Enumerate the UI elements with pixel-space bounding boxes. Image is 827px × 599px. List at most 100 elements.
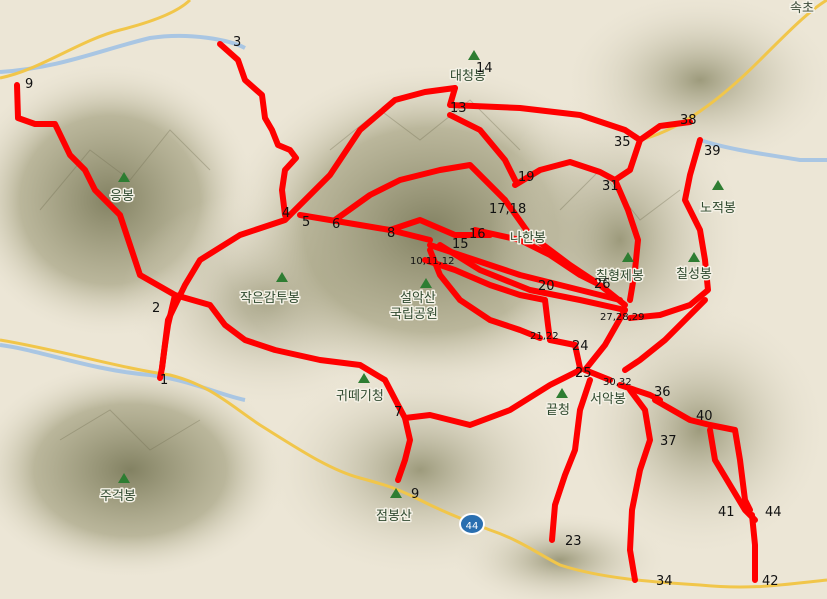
waypoint-40: 40 [696, 409, 713, 424]
route-segment-36-40[interactable] [652, 397, 753, 513]
route-shield-label: 44 [466, 521, 479, 532]
peak-icon-jeombongsan [390, 488, 402, 498]
waypoint-14: 14 [476, 61, 493, 76]
place-nahanbong: 나한봉 [510, 231, 546, 246]
waypoint-9-south: 9 [411, 487, 419, 502]
peak-icon-eungbong [118, 172, 130, 182]
route-segment-7-9[interactable] [395, 415, 413, 483]
route-segment-35-31[interactable] [612, 137, 643, 183]
peak-icon-jugeokbong [118, 473, 130, 483]
waypoint-26: 26 [594, 277, 611, 292]
peak-icon-seoraksan [420, 278, 432, 288]
route-segment-24-25[interactable] [547, 337, 583, 371]
route-segment-31-27[interactable] [612, 177, 641, 303]
waypoint-8: 8 [387, 226, 395, 241]
route-segment-11-20[interactable] [422, 257, 548, 303]
route-segment-30-23[interactable] [549, 377, 593, 543]
place-jakeun-gamtubong: 작은감투봉 [240, 291, 300, 306]
waypoint-39: 39 [704, 144, 721, 159]
waypoint-44: 44 [765, 505, 782, 520]
peak-icon-kkeutcheong [556, 388, 568, 398]
waypoint-41: 41 [718, 505, 735, 520]
peak-icon-chilhyeongjebong [622, 252, 634, 262]
place-gwittegicheong: 귀떼기청 [336, 389, 384, 404]
route-segment-13-38[interactable] [447, 85, 693, 143]
waypoint-30-32: 30,32 [603, 377, 632, 388]
waypoint-25: 25 [575, 366, 592, 381]
waypoint-2: 2 [152, 301, 160, 316]
route-segment-3-4[interactable] [217, 41, 299, 218]
peak-icon-noheokbong [712, 180, 724, 190]
place-kkeutcheong: 끝청 [546, 403, 570, 418]
route-segment-19-31[interactable] [512, 159, 618, 188]
waypoint-1: 1 [160, 373, 168, 388]
waypoint-15: 15 [452, 237, 469, 252]
waypoint-20: 20 [538, 279, 555, 294]
route-segment-27-30[interactable] [582, 307, 628, 383]
place-seorakbong: 서악봉 [590, 392, 626, 407]
route-segment-8-15[interactable] [387, 217, 493, 238]
place-noheokbong: 노적봉 [700, 201, 736, 216]
place-daecheongbong: 대청봉 [450, 69, 486, 84]
place-chilhyeongjebong: 칠형제봉 [596, 269, 644, 284]
place-labels: 속초 응봉 대청봉 작은감투봉 설악산 국립공원 나한봉 칠형제봉 칠성봉 노적… [99, 0, 816, 526]
route-segment-1-4[interactable] [159, 212, 293, 371]
place-chilseongbong: 칠성봉 [676, 267, 712, 282]
waypoint-36: 36 [654, 385, 671, 400]
route-segment-6-17[interactable] [332, 162, 508, 223]
route-shield-44: 44 [459, 513, 485, 535]
route-segment-12-27[interactable] [437, 242, 628, 313]
route-segment-10-21[interactable] [427, 247, 543, 341]
waypoint-5: 5 [302, 215, 310, 230]
route-segment-17-27[interactable] [502, 197, 628, 308]
route-segment-30-34[interactable] [627, 387, 653, 583]
place-jugeokbong: 주걱봉 [100, 489, 136, 504]
route-segment-33-36[interactable] [622, 297, 708, 373]
place-seoraksan-line2: 국립공원 [390, 307, 438, 322]
route-segment-10-26[interactable] [427, 242, 623, 303]
waypoint-34: 34 [656, 574, 673, 589]
waypoint-9-west: 9 [25, 77, 33, 92]
waypoint-42: 42 [762, 574, 779, 589]
waypoint-24: 24 [572, 339, 589, 354]
waypoint-6: 6 [332, 217, 340, 232]
place-jeombongsan: 점봉산 [376, 509, 412, 524]
route-segment-20-22[interactable] [542, 297, 553, 343]
place-seoraksan-line1: 설악산 [400, 291, 436, 306]
route-segment-39-27[interactable] [627, 137, 711, 321]
place-eungbong: 응봉 [110, 189, 134, 204]
waypoint-3: 3 [233, 35, 241, 50]
route-segment-7-25[interactable] [402, 367, 583, 428]
waypoint-13: 13 [450, 101, 467, 116]
peak-markers [118, 50, 724, 498]
peak-icon-daecheongbong [468, 50, 480, 60]
waypoint-10-11-12: 10,11,12 [410, 256, 455, 267]
waypoint-31: 31 [602, 179, 619, 194]
route-segment-13-19[interactable] [447, 112, 518, 183]
waypoint-4: 4 [282, 206, 290, 221]
place-sokcho: 속초 [790, 1, 814, 16]
route-segment-9-1[interactable] [14, 82, 408, 421]
route-segment-5-8[interactable] [297, 212, 433, 243]
hiking-routes[interactable] [14, 41, 758, 583]
route-segment-40-41[interactable] [707, 427, 758, 523]
waypoint-21-22: 21,22 [530, 331, 559, 342]
waypoint-37: 37 [660, 434, 677, 449]
waypoint-17-18: 17,18 [489, 202, 526, 217]
waypoint-27-28-29: 27,28,29 [600, 312, 645, 323]
waypoint-16: 16 [469, 227, 486, 242]
peak-icon-chilseongbong [688, 252, 700, 262]
peak-icon-gwittegicheong [358, 373, 370, 383]
route-segment-41-42[interactable] [749, 512, 758, 583]
rivers-layer [0, 33, 827, 402]
waypoint-38: 38 [680, 113, 697, 128]
route-segment-4-13[interactable] [287, 85, 458, 218]
waypoint-23: 23 [565, 534, 582, 549]
waypoint-7: 7 [394, 405, 402, 420]
peak-icon-jakeun-gamtubong [276, 272, 288, 282]
waypoint-19: 19 [518, 170, 535, 185]
waypoint-35: 35 [614, 135, 631, 150]
waypoint-labels: 1 2 3 4 5 6 7 8 9 9 10,11,12 13 14 15 16… [25, 35, 782, 589]
